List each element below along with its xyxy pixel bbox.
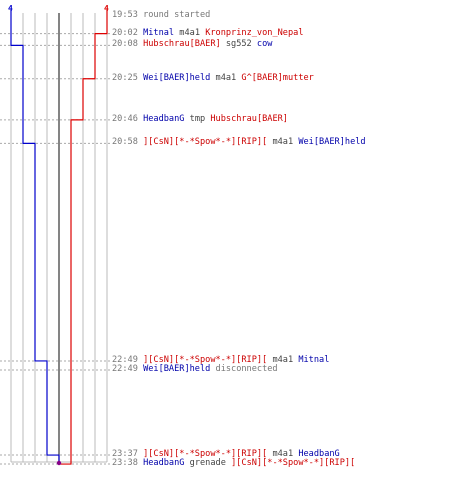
log-time: 22:49	[112, 363, 138, 374]
log-victim: ][CsN][*-*Spow*-*][RIP][	[231, 458, 356, 469]
round-end-marker	[56, 460, 62, 466]
log-victim: G^[BAER]mutter	[241, 72, 314, 83]
log-victim: Hubschrau[BAER]	[210, 113, 288, 124]
log-killer: Mitnal	[143, 27, 175, 38]
log-killer: HeadbanG	[143, 113, 185, 124]
log-time: 23:37	[112, 449, 138, 460]
log-time: 20:25	[112, 72, 138, 83]
log-weapon: m4a1	[272, 137, 294, 148]
log-weapon: m4a1	[215, 72, 237, 83]
log-killer: ][CsN][*-*Spow*-*][RIP][	[143, 449, 268, 460]
log-victim: Wei[BAER]held	[298, 137, 366, 148]
log-victim: Mitnal	[298, 354, 330, 365]
log-time: 20:02	[112, 27, 138, 38]
log-weapon: sg552	[225, 39, 252, 50]
log-entry: 22:49 Wei[BAER]held disconnected	[112, 364, 278, 375]
left-score: 4	[8, 4, 13, 13]
log-killer: ][CsN][*-*Spow*-*][RIP][	[143, 354, 268, 365]
log-killer: Hubschrau[BAER]	[143, 39, 221, 50]
log-entry: 23:37 ][CsN][*-*Spow*-*][RIP][ m4a1 Head…	[112, 449, 340, 460]
log-entry: 19:53 round started	[112, 10, 210, 21]
blue-team-alive-line	[10, 10, 60, 465]
log-weapon: grenade	[189, 458, 226, 469]
log-killer: ][CsN][*-*Spow*-*][RIP][	[143, 137, 268, 148]
log-killer: HeadbanG	[143, 458, 185, 469]
log-victim: cow	[256, 39, 273, 50]
log-victim: HeadbanG	[298, 449, 340, 460]
log-time: 23:38	[112, 458, 138, 469]
log-entry: 20:58 ][CsN][*-*Spow*-*][RIP][ m4a1 Wei[…	[112, 137, 366, 148]
right-score: 4	[104, 4, 109, 13]
log-entry: 20:08 Hubschrau[BAER] sg552 cow	[112, 39, 272, 50]
log-weapon: m4a1	[179, 27, 200, 38]
log-time: 19:53	[112, 10, 138, 20]
log-time: 20:08	[112, 39, 138, 50]
log-entry: 20:02 Mitnal m4a1 Kronprinz_von_Nepal	[112, 28, 304, 39]
red-team-alive-line	[58, 10, 108, 465]
log-weapon: tmp	[189, 113, 206, 124]
log-entry: 22:49 ][CsN][*-*Spow*-*][RIP][ m4a1 Mitn…	[112, 355, 329, 366]
log-player: Wei[BAER]held	[143, 363, 211, 374]
log-time: 22:49	[112, 354, 138, 365]
log-event-text: round started	[143, 10, 211, 20]
log-killer: Wei[BAER]held	[143, 72, 211, 83]
log-entry: 23:38 HeadbanG grenade ][CsN][*-*Spow*-*…	[112, 458, 355, 469]
log-weapon: m4a1	[272, 449, 294, 460]
log-victim: Kronprinz_von_Nepal	[205, 27, 304, 38]
log-time: 20:58	[112, 137, 138, 148]
log-time: 20:46	[112, 113, 138, 124]
log-weapon: m4a1	[272, 354, 294, 365]
log-entry: 20:25 Wei[BAER]held m4a1 G^[BAER]mutter	[112, 73, 314, 84]
log-entry: 20:46 HeadbanG tmp Hubschrau[BAER]	[112, 114, 288, 125]
log-event-text: disconnected	[215, 363, 278, 374]
